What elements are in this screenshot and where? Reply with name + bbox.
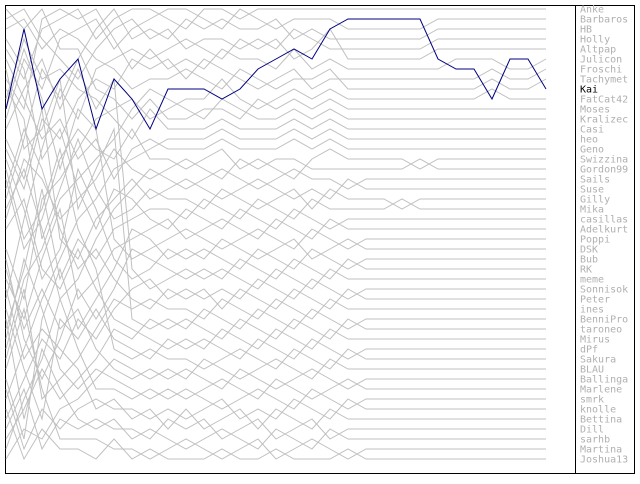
legend-entry: RK <box>580 265 592 276</box>
legend-entry: Peter <box>580 295 610 306</box>
legend-entry: BLAU <box>580 365 604 376</box>
legend-entry: Poppi <box>580 235 610 246</box>
series-line <box>5 158 546 281</box>
series-line <box>5 8 546 80</box>
series-line <box>5 268 546 390</box>
legend-entry: Sails <box>580 175 610 186</box>
series-line <box>5 128 546 400</box>
series-line <box>5 318 546 450</box>
legend-entry: Holly <box>580 35 610 46</box>
legend-entry: FatCat42 <box>580 95 628 106</box>
legend-entry: Geno <box>580 145 604 156</box>
legend-entry: Mika <box>580 205 604 216</box>
series-line <box>5 38 546 231</box>
legend-entry: Sonnisok <box>580 285 628 296</box>
series-line <box>5 58 547 191</box>
legend-entry: Mirus <box>580 335 610 346</box>
legend-entry: smrk <box>580 395 604 406</box>
series-line <box>5 248 546 381</box>
legend-entry: Ballinga <box>580 375 628 386</box>
legend-entry: Dill <box>580 425 604 436</box>
series-line <box>5 308 546 421</box>
series-line <box>5 18 547 90</box>
series-line <box>5 37 546 140</box>
series-line <box>5 228 546 440</box>
series-line <box>5 207 546 321</box>
series-line <box>5 127 546 310</box>
series-line <box>5 148 546 220</box>
series-line <box>5 318 546 440</box>
legend-entry: Joshua13 <box>580 455 628 466</box>
legend-entry: Gordon99 <box>580 165 628 176</box>
series-line <box>5 358 546 460</box>
legend-entry: Kralizec <box>580 115 628 126</box>
legend-entry: Adelkurt <box>580 225 628 236</box>
series-line <box>5 278 546 420</box>
legend-entry: Barbaros <box>580 15 628 26</box>
legend-entry: DSK <box>580 245 598 256</box>
series-line <box>5 388 546 451</box>
legend-entry: Suse <box>580 185 604 196</box>
series-line <box>5 167 546 410</box>
series-line <box>5 408 546 461</box>
legend-entry: Altpap <box>580 45 616 56</box>
series-line <box>5 307 546 460</box>
series-line <box>5 257 546 400</box>
series-line <box>5 288 546 401</box>
series-line <box>5 8 546 120</box>
series-line <box>5 8 546 81</box>
legend-entry: heo <box>580 135 598 146</box>
series-line <box>5 8 547 111</box>
plot <box>5 8 547 461</box>
series-line <box>5 108 546 260</box>
legend: AnkeBarbarosHBHollyAltpapJuliconFroschiT… <box>580 5 628 466</box>
series-line <box>5 168 546 450</box>
series-line <box>5 8 546 200</box>
series-line <box>5 57 546 290</box>
legend-entry: dPf <box>580 345 598 356</box>
series-line <box>5 58 546 181</box>
series-line <box>5 88 546 240</box>
legend-entry: Anke <box>580 5 604 16</box>
series-line <box>5 188 546 330</box>
series-line <box>5 88 546 350</box>
series-line <box>5 128 546 251</box>
legend-entry: Martina <box>580 445 622 456</box>
series-line <box>5 147 546 370</box>
series-line <box>5 288 546 430</box>
legend-entry: Casi <box>580 125 604 136</box>
series-line <box>5 197 546 350</box>
legend-entry: Sakura <box>580 355 616 366</box>
series-line <box>5 68 546 330</box>
legend-entry: Bettina <box>580 415 622 426</box>
legend-entry: taroneo <box>580 325 622 336</box>
legend-entry: knolle <box>580 405 616 416</box>
legend-entry: Julicon <box>580 55 622 66</box>
legend-entry: meme <box>580 275 604 286</box>
legend-entry: sarhb <box>580 435 610 446</box>
legend-entry: Froschi <box>580 65 622 76</box>
legend-entry: HB <box>580 25 592 36</box>
legend-entry: Kai <box>580 85 598 96</box>
series-line <box>5 28 546 300</box>
series-line <box>5 387 546 451</box>
legend-entry: casillas <box>580 215 628 226</box>
legend-entry: Moses <box>580 105 610 116</box>
legend-entry: Marlene <box>580 385 622 396</box>
series-line <box>5 8 546 120</box>
series-line <box>5 78 546 301</box>
legend-entry: Gilly <box>580 195 610 206</box>
legend-entry: Swizzina <box>580 155 628 166</box>
legend-entry: Tachymet <box>580 75 628 86</box>
legend-entry: Bub <box>580 255 598 266</box>
legend-entry: BenniPro <box>580 315 628 326</box>
series-line <box>5 18 547 131</box>
legend-entry: ines <box>580 305 604 316</box>
